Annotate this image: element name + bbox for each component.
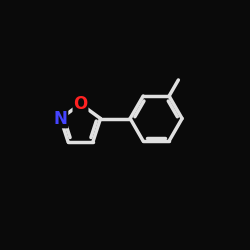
Text: O: O — [74, 95, 88, 113]
Text: N: N — [54, 110, 68, 128]
